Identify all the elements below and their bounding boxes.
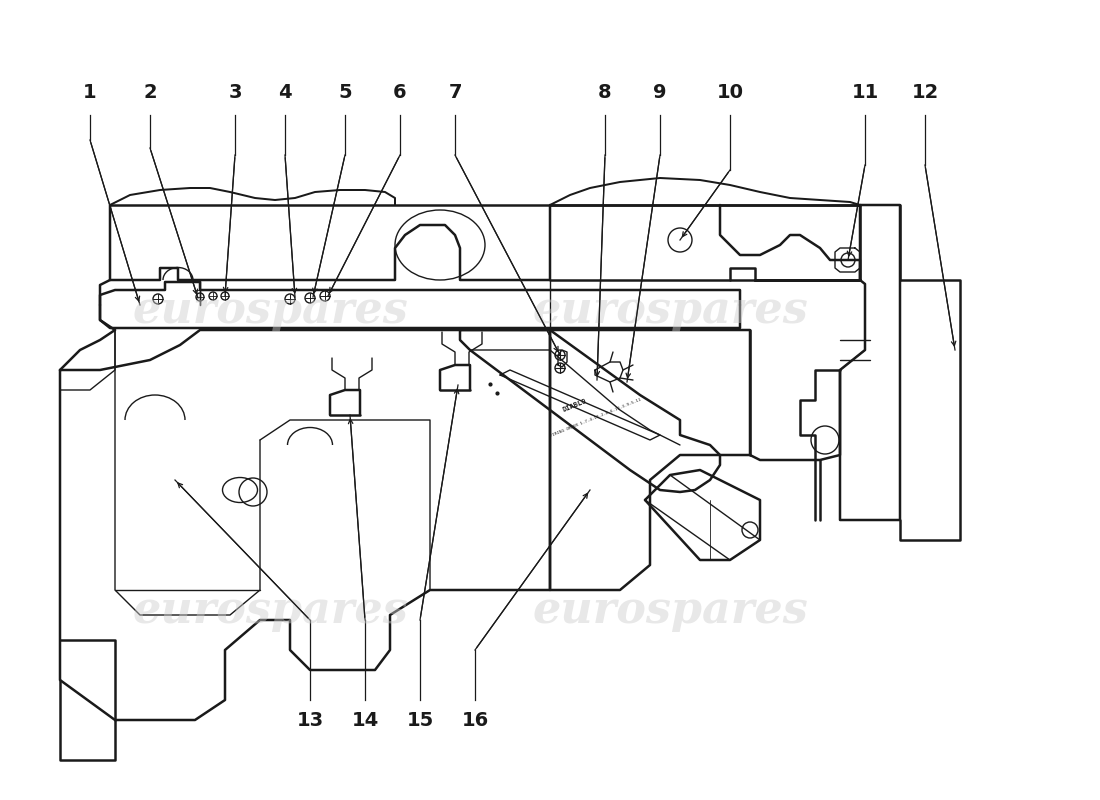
Text: 10: 10 bbox=[716, 82, 744, 102]
Text: 12: 12 bbox=[912, 82, 938, 102]
Text: 9: 9 bbox=[653, 82, 667, 102]
Text: 13: 13 bbox=[296, 710, 323, 730]
Text: eurospares: eurospares bbox=[532, 289, 807, 331]
Text: eurospares: eurospares bbox=[132, 589, 408, 631]
Text: 5: 5 bbox=[338, 82, 352, 102]
Text: eurospares: eurospares bbox=[132, 289, 408, 331]
Text: 6: 6 bbox=[393, 82, 407, 102]
Text: DIABLO: DIABLO bbox=[562, 398, 587, 413]
Text: eurospares: eurospares bbox=[532, 589, 807, 631]
Text: 1: 1 bbox=[84, 82, 97, 102]
Text: 4: 4 bbox=[278, 82, 292, 102]
Text: 15: 15 bbox=[406, 710, 433, 730]
Text: 7: 7 bbox=[449, 82, 462, 102]
Text: FIRING ORDER 1-7-4-10-2-8-6-12-3-9-5-11: FIRING ORDER 1-7-4-10-2-8-6-12-3-9-5-11 bbox=[550, 398, 642, 438]
Text: 2: 2 bbox=[143, 82, 157, 102]
Text: 8: 8 bbox=[598, 82, 612, 102]
Text: 16: 16 bbox=[461, 710, 488, 730]
Text: 11: 11 bbox=[851, 82, 879, 102]
Text: 3: 3 bbox=[229, 82, 242, 102]
Text: 14: 14 bbox=[351, 710, 378, 730]
